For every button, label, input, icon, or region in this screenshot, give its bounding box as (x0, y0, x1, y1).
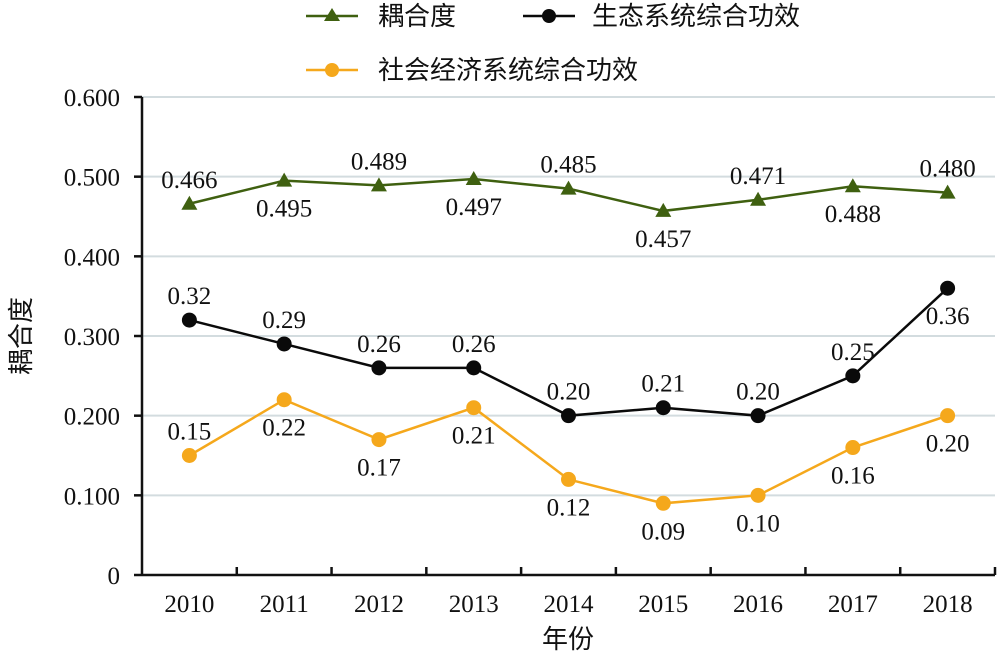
data-label-coupling: 0.485 (540, 152, 596, 179)
data-point-ecological (561, 408, 576, 424)
data-point-coupling (560, 180, 577, 195)
y-axis-title: 耦合度 (7, 297, 36, 375)
series (181, 171, 956, 511)
data-point-coupling (465, 171, 482, 186)
data-label-socioeconomic: 0.15 (168, 419, 212, 446)
data-point-coupling (181, 195, 198, 210)
data-label-ecological: 0.29 (262, 307, 306, 334)
data-label-coupling: 0.457 (635, 226, 691, 253)
legend-label-ecological: 生态系统综合功效 (592, 2, 800, 31)
data-label-socioeconomic: 0.10 (736, 510, 780, 537)
y-tick-label: 0.200 (64, 404, 120, 431)
data-label-coupling: 0.488 (825, 201, 881, 228)
data-point-coupling (655, 202, 672, 217)
y-tick-label: 0.600 (64, 85, 120, 112)
data-point-socioeconomic (181, 448, 197, 463)
circle-marker-icon (542, 9, 556, 23)
data-label-ecological: 0.20 (547, 379, 591, 406)
x-tick-label: 2015 (638, 591, 688, 618)
data-label-coupling: 0.471 (730, 163, 786, 190)
y-tick-label: 0.400 (64, 244, 120, 271)
data-label-ecological: 0.21 (641, 371, 685, 398)
data-point-socioeconomic (655, 495, 671, 511)
x-tick-label: 2010 (164, 591, 214, 618)
data-label-ecological: 0.26 (452, 331, 496, 358)
data-point-socioeconomic (466, 400, 482, 416)
data-point-ecological (371, 360, 387, 376)
x-tick-label: 2014 (544, 591, 595, 618)
x-tick-label: 2018 (923, 591, 973, 618)
x-tick-label: 2017 (828, 591, 878, 618)
data-point-socioeconomic (276, 392, 292, 408)
data-point-socioeconomic (845, 440, 861, 456)
x-tick-label: 2013 (449, 591, 499, 618)
data-point-ecological (276, 336, 292, 352)
data-point-ecological (655, 400, 671, 416)
legend-item-ecological: 生态系统综合功效 (523, 2, 800, 31)
y-tick-label: 0.100 (64, 483, 120, 510)
data-label-coupling: 0.495 (256, 196, 312, 223)
y-tick-label: 0.500 (64, 165, 120, 192)
data-point-coupling (844, 178, 861, 193)
data-label-coupling: 0.489 (351, 148, 407, 175)
data-label-ecological: 0.20 (736, 379, 780, 406)
y-tick-label: 0.300 (64, 324, 120, 351)
legend-label-coupling: 耦合度 (378, 2, 456, 31)
circle-marker-icon (325, 63, 339, 77)
axes: 0 0.100 0.200 0.300 0.400 0.500 0.600 2010 2011 2… (64, 85, 997, 618)
legend-label-socioeconomic: 社会经济系统综合功效 (378, 56, 638, 85)
data-point-ecological (845, 368, 861, 384)
x-tick-label: 2012 (354, 591, 404, 618)
data-label-ecological: 0.32 (168, 283, 212, 310)
data-label-ecological: 0.25 (831, 339, 875, 366)
x-tick-label: 2016 (733, 591, 783, 618)
data-label-socioeconomic: 0.22 (262, 415, 306, 442)
data-label-socioeconomic: 0.17 (357, 455, 401, 482)
x-axis-title: 年份 (542, 625, 594, 654)
data-label-ecological: 0.26 (357, 331, 401, 358)
data-point-socioeconomic (371, 432, 387, 448)
data-label-socioeconomic: 0.21 (452, 423, 496, 450)
data-point-socioeconomic (750, 487, 766, 503)
data-label-coupling: 0.480 (919, 156, 975, 183)
data-point-coupling (370, 177, 387, 192)
data-label-ecological: 0.36 (926, 303, 970, 330)
data-point-socioeconomic (561, 471, 576, 487)
data-label-socioeconomic: 0.16 (831, 463, 875, 490)
data-label-socioeconomic: 0.12 (547, 494, 591, 521)
legend: 耦合度 生态系统综合功效 社会经济系统综合功效 (306, 2, 800, 85)
data-point-coupling (750, 191, 767, 206)
data-label-socioeconomic: 0.20 (926, 431, 970, 458)
data-point-coupling (276, 172, 293, 187)
y-tick-label: 0 (108, 563, 121, 590)
legend-item-socioeconomic: 社会经济系统综合功效 (306, 56, 638, 85)
triangle-marker-icon (324, 8, 340, 21)
data-point-socioeconomic (940, 408, 956, 424)
legend-item-coupling: 耦合度 (306, 2, 456, 31)
data-label-coupling: 0.497 (446, 194, 502, 221)
x-tick-label: 2011 (260, 591, 309, 618)
data-point-ecological (466, 360, 482, 376)
data-point-ecological (181, 312, 197, 328)
data-point-ecological (940, 280, 956, 296)
data-labels: 0.466 0.495 0.489 0.497 0.485 0.457 0.471 0.488… (161, 148, 975, 545)
data-label-coupling: 0.466 (161, 167, 217, 194)
data-point-ecological (750, 408, 766, 424)
data-point-coupling (939, 184, 956, 199)
data-label-socioeconomic: 0.09 (641, 518, 685, 545)
